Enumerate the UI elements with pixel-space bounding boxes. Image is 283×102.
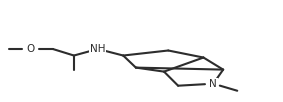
Text: NH: NH [90, 44, 106, 54]
Text: O: O [26, 44, 35, 54]
Text: N: N [209, 79, 217, 89]
